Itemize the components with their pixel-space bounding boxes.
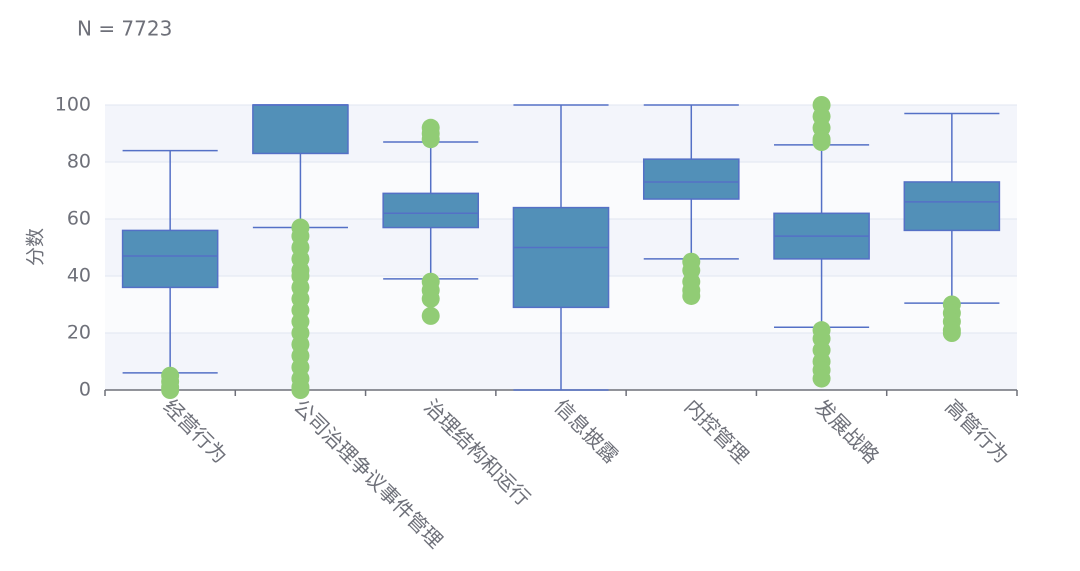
- outlier: [291, 381, 310, 399]
- box: [121, 229, 219, 289]
- box: [382, 192, 480, 229]
- box: [642, 158, 740, 200]
- y-axis-label: 分数: [25, 228, 47, 266]
- y-tick-label: 80: [67, 151, 91, 173]
- outlier: [682, 286, 701, 305]
- outlier: [812, 369, 831, 388]
- x-tick-label: 信息披露: [550, 394, 624, 468]
- box: [512, 206, 610, 309]
- outlier: [812, 133, 831, 152]
- outlier: [942, 324, 961, 342]
- x-tick-label: 公司治理争议事件管理: [289, 394, 447, 552]
- x-tick-label: 内控管理: [680, 394, 754, 468]
- x-tick-label: 治理结构和运行: [419, 394, 535, 510]
- y-tick-label: 40: [67, 265, 91, 287]
- chart-title: N = 7723: [77, 17, 172, 41]
- x-tick-label: 经营行为: [159, 394, 233, 468]
- outlier: [421, 306, 440, 325]
- outlier: [161, 381, 180, 399]
- outlier: [421, 289, 440, 308]
- x-tick-label: 高管行为: [940, 394, 1014, 468]
- outlier: [421, 130, 440, 149]
- y-tick-label: 0: [79, 379, 91, 401]
- y-tick-label: 100: [55, 94, 91, 116]
- y-tick-label: 60: [67, 208, 91, 230]
- x-tick-label: 发展战略: [810, 394, 884, 468]
- box: [252, 104, 349, 155]
- y-tick-label: 20: [67, 322, 91, 344]
- box: [903, 181, 1001, 232]
